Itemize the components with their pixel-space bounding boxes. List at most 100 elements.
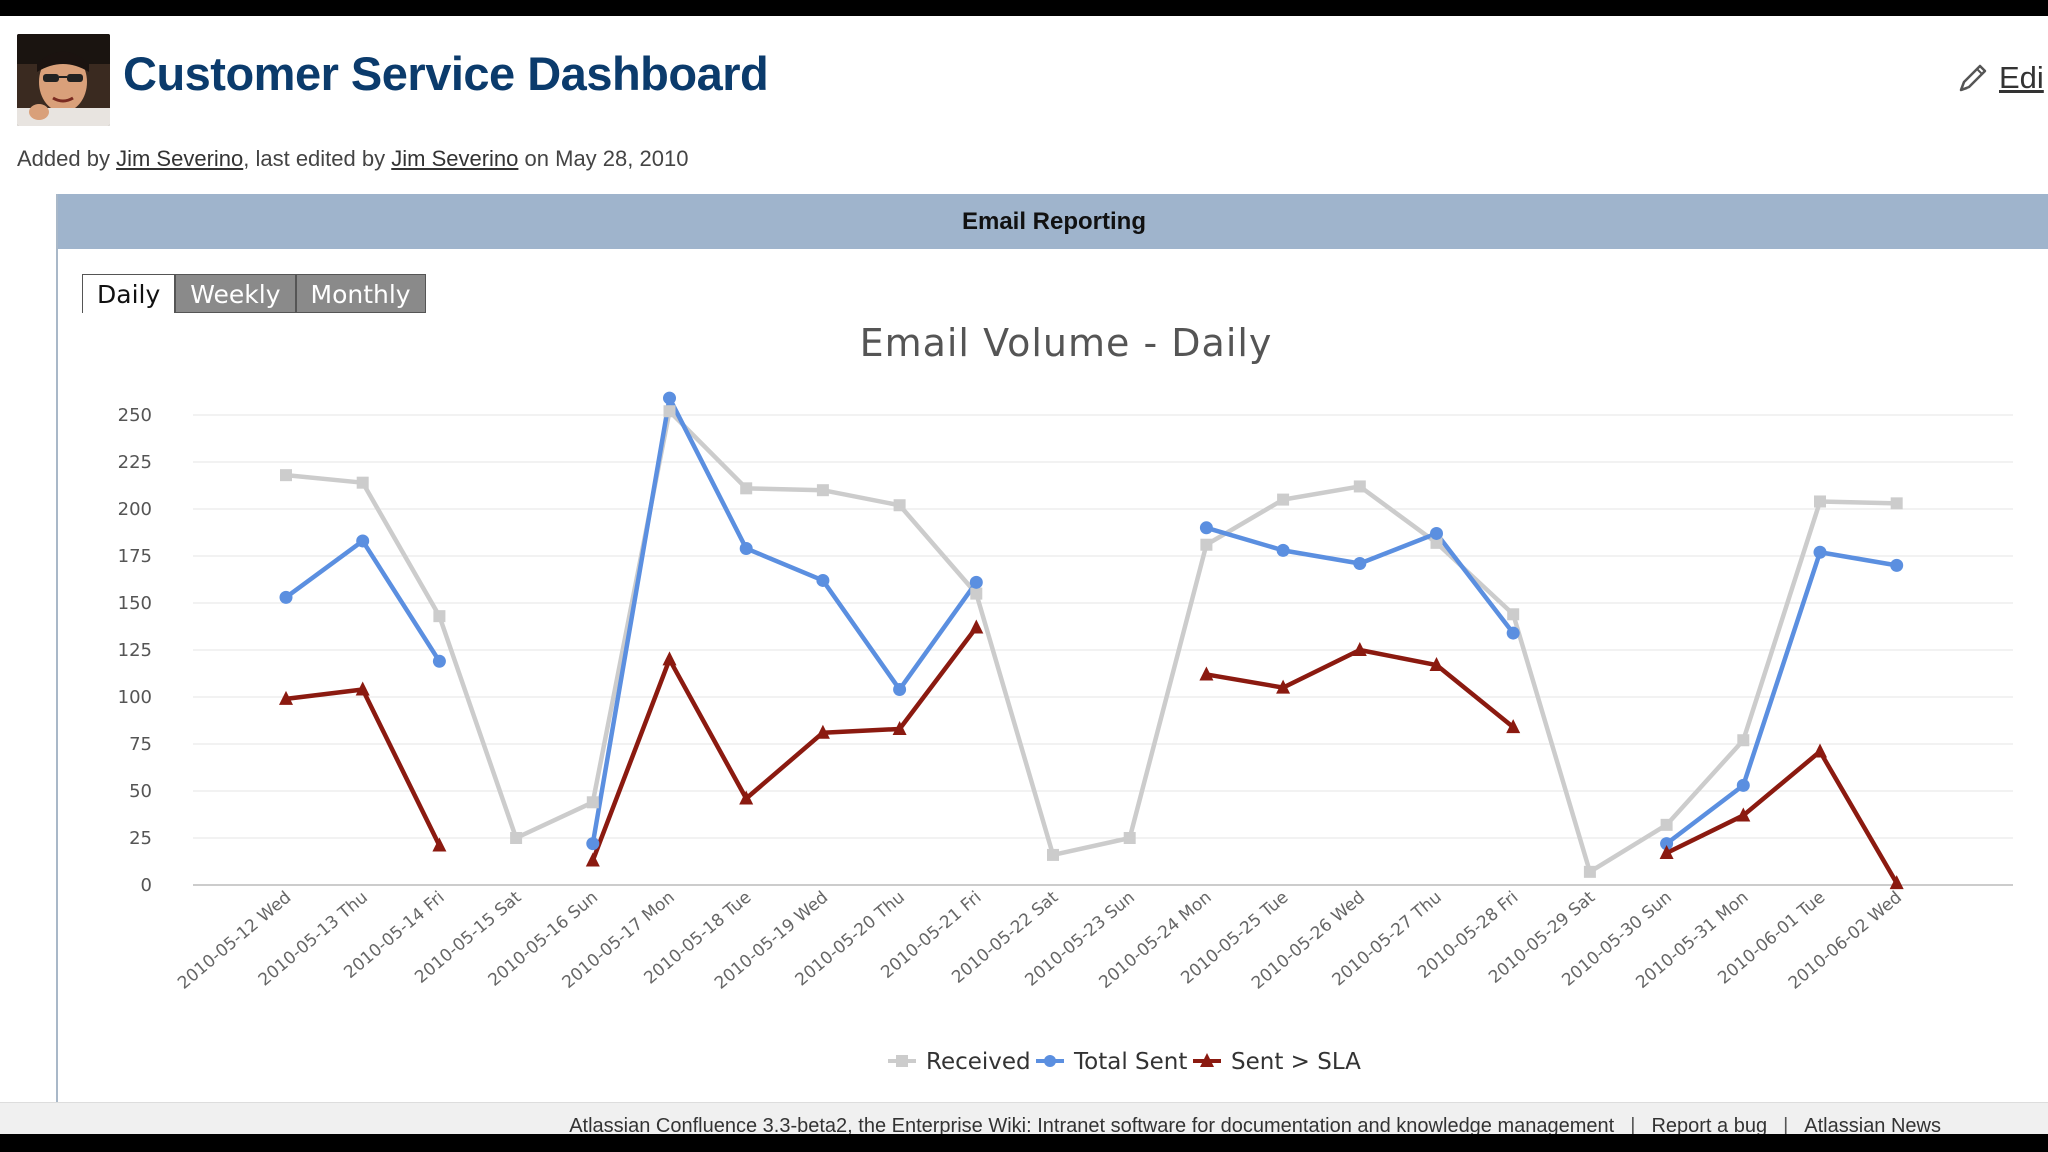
legend-label: Received [926,1049,1031,1075]
email-volume-chart: Email Volume - Daily 0 25 50 75 100 125 150 175 2… [118,321,2013,1075]
footer-separator: | [1783,1114,1789,1135]
data-point-received [1507,608,1520,621]
chart-title: Email Volume - Daily [860,321,1273,365]
byline: Added by Jim Severino, last edited by Ji… [17,146,688,172]
editor-link[interactable]: Jim Severino [391,146,519,171]
data-point-received [1890,497,1903,510]
footer: Atlassian Confluence 3.3-beta2, the Ente… [0,1102,2048,1134]
data-point-total-sent [1276,543,1290,557]
data-point-sent-sla [1199,666,1214,681]
data-point-received [1737,734,1750,747]
data-point-sent-sla [1736,807,1751,822]
data-point-total-sent [1506,626,1520,640]
data-point-total-sent [663,391,676,405]
data-point-received [510,832,523,844]
legend-marker [896,1055,908,1067]
data-point-received [1200,538,1213,551]
y-tick-label: 200 [118,499,152,520]
data-point-sent-sla [815,724,830,739]
series-line [590,626,979,862]
data-point-sent-sla [739,790,754,805]
series-line [1665,549,1898,846]
data-point-total-sent [816,573,830,587]
edit-link[interactable]: Edi [1955,60,2044,96]
period-tabs: Daily Weekly Monthly [82,274,426,313]
data-point-received [970,587,983,600]
footer-separator: | [1630,1114,1636,1135]
data-point-total-sent [739,541,753,555]
data-point-sent-sla [1429,657,1444,672]
y-tick-label: 225 [118,452,152,473]
data-point-received [1123,832,1136,844]
data-point-total-sent [1813,545,1827,559]
series-line [590,395,979,845]
y-tick-label: 250 [118,405,152,426]
data-point-total-sent [1199,521,1213,535]
y-tick-label: 75 [129,734,152,755]
data-point-received [893,499,906,512]
legend-label: Sent > SLA [1231,1049,1361,1075]
author-link[interactable]: Jim Severino [116,146,244,171]
y-tick-label: 50 [129,781,152,802]
data-point-sent-sla [1889,875,1904,890]
y-tick-label: 125 [118,640,152,661]
data-point-received [1660,818,1673,831]
data-point-received [280,469,292,482]
data-point-total-sent [1736,778,1750,792]
data-point-sent-sla [1276,679,1291,694]
data-point-received [1353,480,1366,493]
series-line [285,687,442,847]
data-point-received [586,796,599,809]
data-point-sent-sla [1813,743,1827,758]
data-point-total-sent [969,575,983,589]
data-point-received [740,482,753,495]
y-tick-label: 175 [118,546,152,567]
avatar[interactable] [17,34,110,126]
y-tick-label: 0 [141,875,152,896]
legend-marker [1200,1053,1214,1067]
data-point-received [1277,493,1290,506]
y-tick-label: 100 [118,687,152,708]
tab-daily[interactable]: Daily [82,274,176,313]
footer-text: Atlassian Confluence 3.3-beta2, the Ente… [569,1114,1615,1135]
legend-label: Total Sent [1073,1049,1187,1075]
data-point-sent-sla [279,690,293,705]
data-point-sent-sla [355,681,370,696]
data-point-sent-sla [1506,719,1521,734]
data-point-total-sent [1430,526,1443,540]
page: Customer Service Dashboard Edi Added by … [0,16,2048,1134]
data-point-received [433,610,446,623]
y-tick-label: 25 [129,828,152,849]
data-point-total-sent [1353,557,1367,571]
data-point-received [356,476,369,489]
data-point-sent-sla [969,619,984,634]
data-point-received [816,484,829,497]
atlassian-news-link[interactable]: Atlassian News [1804,1114,1941,1135]
data-point-sent-sla [892,720,907,735]
data-point-sent-sla [1352,642,1367,656]
data-point-total-sent [893,682,907,696]
series-line [1665,749,1899,885]
data-point-received [663,405,676,418]
tab-monthly[interactable]: Monthly [295,274,426,313]
tab-weekly[interactable]: Weekly [175,274,296,313]
panel-header: Email Reporting [58,194,2048,249]
data-point-total-sent [356,534,370,548]
data-point-received [1430,536,1443,549]
pencil-icon [1959,64,1987,92]
data-point-received [1047,848,1059,861]
data-point-received [1814,495,1826,508]
edit-label[interactable]: Edi [1999,60,2044,95]
page-title: Customer Service Dashboard [123,47,769,100]
data-point-total-sent [1890,558,1904,572]
series-line [1206,647,1515,729]
series-line [1205,525,1515,635]
email-reporting-panel: Email Reporting Daily Weekly Monthly Ema… [56,194,2048,1103]
data-point-sent-sla [662,651,677,666]
series-line [285,408,1897,875]
byline-prefix: Added by [17,146,110,171]
data-point-total-sent [432,654,446,668]
report-bug-link[interactable]: Report a bug [1651,1114,1768,1135]
avatar-image [17,34,110,126]
legend-marker [1044,1055,1056,1067]
